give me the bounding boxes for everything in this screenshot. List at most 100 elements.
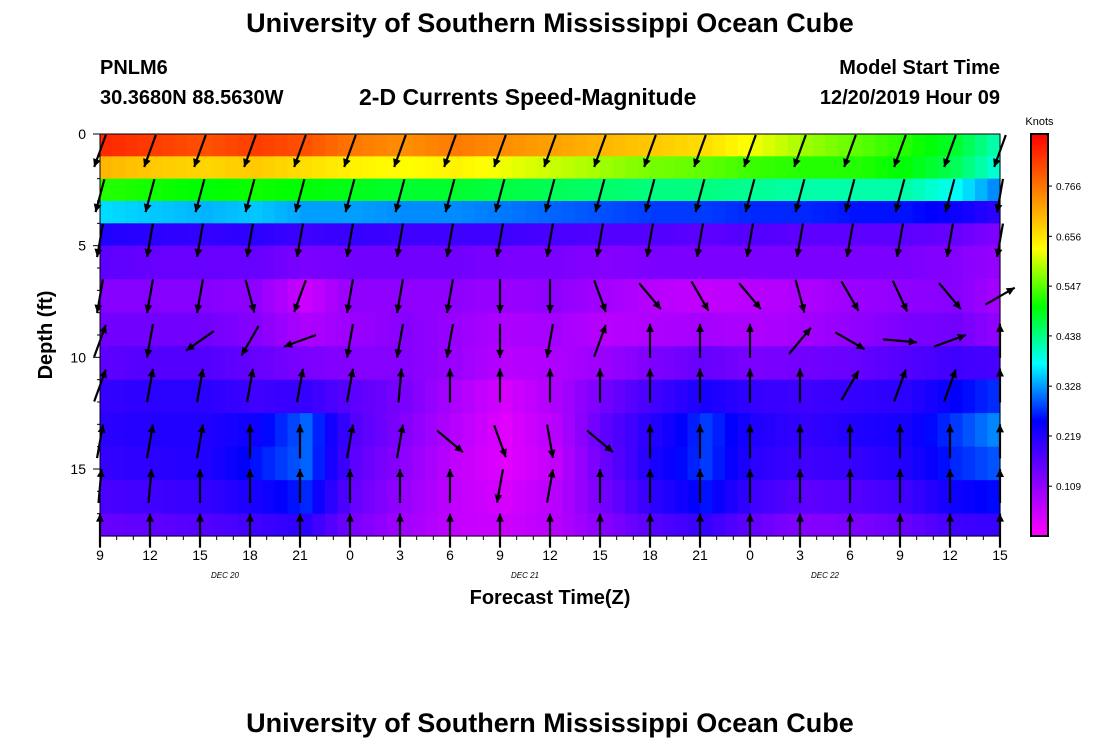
heatmap-cell	[262, 480, 276, 515]
heatmap-cell	[762, 446, 776, 481]
heatmap-cell	[225, 480, 239, 515]
x-date-label: DEC 21	[511, 571, 539, 580]
current-vector	[896, 424, 904, 459]
heatmap-cell	[662, 346, 676, 381]
heatmap-cell	[925, 413, 939, 448]
heatmap-cell	[212, 245, 226, 280]
heatmap-cell	[187, 379, 201, 414]
heatmap-cell	[300, 413, 314, 448]
heatmap-cell	[975, 178, 989, 202]
heatmap-cell	[825, 446, 839, 481]
heatmap-cell	[350, 312, 364, 347]
heatmap-cell	[525, 201, 539, 224]
heatmap-cell	[150, 413, 164, 448]
heatmap-cell	[412, 223, 426, 247]
heatmap-cell	[537, 413, 551, 448]
station-coordinates: 30.3680N 88.5630W	[100, 87, 284, 109]
heatmap-cell	[537, 312, 551, 347]
heatmap-cell	[775, 223, 789, 247]
heatmap-cell	[512, 134, 526, 157]
heatmap-cell	[862, 201, 876, 224]
heatmap-cell	[975, 413, 989, 448]
heatmap-cell	[112, 134, 126, 157]
heatmap-cell	[762, 413, 776, 448]
heatmap-cell	[662, 134, 676, 157]
heatmap-cell	[112, 446, 126, 481]
heatmap-cell	[937, 223, 951, 247]
heatmap-cell	[712, 379, 726, 414]
model-start-label: Model Start Time	[839, 57, 1000, 79]
heatmap-cell	[587, 346, 601, 381]
current-vector	[793, 178, 806, 213]
heatmap-cell	[962, 413, 976, 448]
heatmap-cell	[550, 245, 564, 280]
heatmap-cell	[137, 223, 151, 247]
heatmap-cell	[887, 379, 901, 414]
heatmap-cell	[450, 156, 464, 180]
current-vector	[246, 469, 254, 503]
heatmap-cell	[762, 312, 776, 347]
heatmap-cell	[937, 134, 951, 157]
heatmap-cell	[462, 178, 476, 202]
heatmap-cell	[462, 201, 476, 224]
heatmap-cell	[487, 446, 501, 481]
current-vector	[746, 368, 754, 403]
heatmap-cell	[650, 201, 664, 224]
heatmap-cell	[725, 134, 739, 157]
x-tick-label: 9	[96, 547, 104, 563]
heatmap-cell	[700, 379, 714, 414]
heatmap-cell	[875, 201, 889, 224]
current-vector	[344, 223, 355, 258]
heatmap-cell	[862, 446, 876, 481]
heatmap-cell	[450, 223, 464, 247]
colorbar-unit: Knots	[1025, 116, 1054, 128]
heatmap-cell	[237, 413, 251, 448]
heatmap-cell	[287, 223, 301, 247]
current-vector	[446, 368, 454, 403]
heatmap-cell	[475, 446, 489, 481]
heatmap-cell	[587, 134, 601, 157]
heatmap-cell	[675, 134, 689, 157]
heatmap-cell	[275, 134, 289, 157]
current-vector	[344, 279, 355, 314]
heatmap-cell	[387, 178, 401, 202]
heatmap-cell	[150, 446, 164, 481]
heatmap-cell	[375, 312, 389, 347]
heatmap-cell	[812, 446, 826, 481]
heatmap-cell	[812, 178, 826, 202]
heatmap-cell	[937, 178, 951, 202]
heatmap-cell	[412, 446, 426, 481]
heatmap-cell	[925, 279, 939, 314]
heatmap-cell	[525, 513, 539, 537]
heatmap-cell	[212, 156, 226, 180]
heatmap-cell	[837, 413, 851, 448]
heatmap-cell	[700, 223, 714, 247]
heatmap-cell	[937, 312, 951, 347]
heatmap-cell	[525, 346, 539, 381]
current-vector	[593, 134, 607, 168]
heatmap-cell	[262, 178, 276, 202]
heatmap-cell	[800, 346, 814, 381]
heatmap-cell	[425, 279, 439, 314]
heatmap-cell	[812, 156, 826, 180]
current-vector	[693, 134, 707, 168]
heatmap-cell	[712, 446, 726, 481]
heatmap-cell	[100, 480, 114, 515]
current-vector	[744, 223, 755, 258]
heatmap-cell	[225, 346, 239, 381]
heatmap-cell	[175, 480, 189, 515]
heatmap-cell	[100, 279, 114, 314]
heatmap-cell	[812, 413, 826, 448]
heatmap-cell	[512, 223, 526, 247]
heatmap-cell	[175, 312, 189, 347]
heatmap-cell	[412, 346, 426, 381]
heatmap-cell	[962, 480, 976, 515]
current-vector	[240, 325, 260, 357]
current-vector	[144, 279, 155, 314]
heatmap-cell	[587, 480, 601, 515]
heatmap-cell	[450, 446, 464, 481]
heatmap-cell	[262, 134, 276, 157]
heatmap-cell	[737, 446, 751, 481]
heatmap-cell	[437, 413, 451, 448]
heatmap-cell	[325, 413, 339, 448]
